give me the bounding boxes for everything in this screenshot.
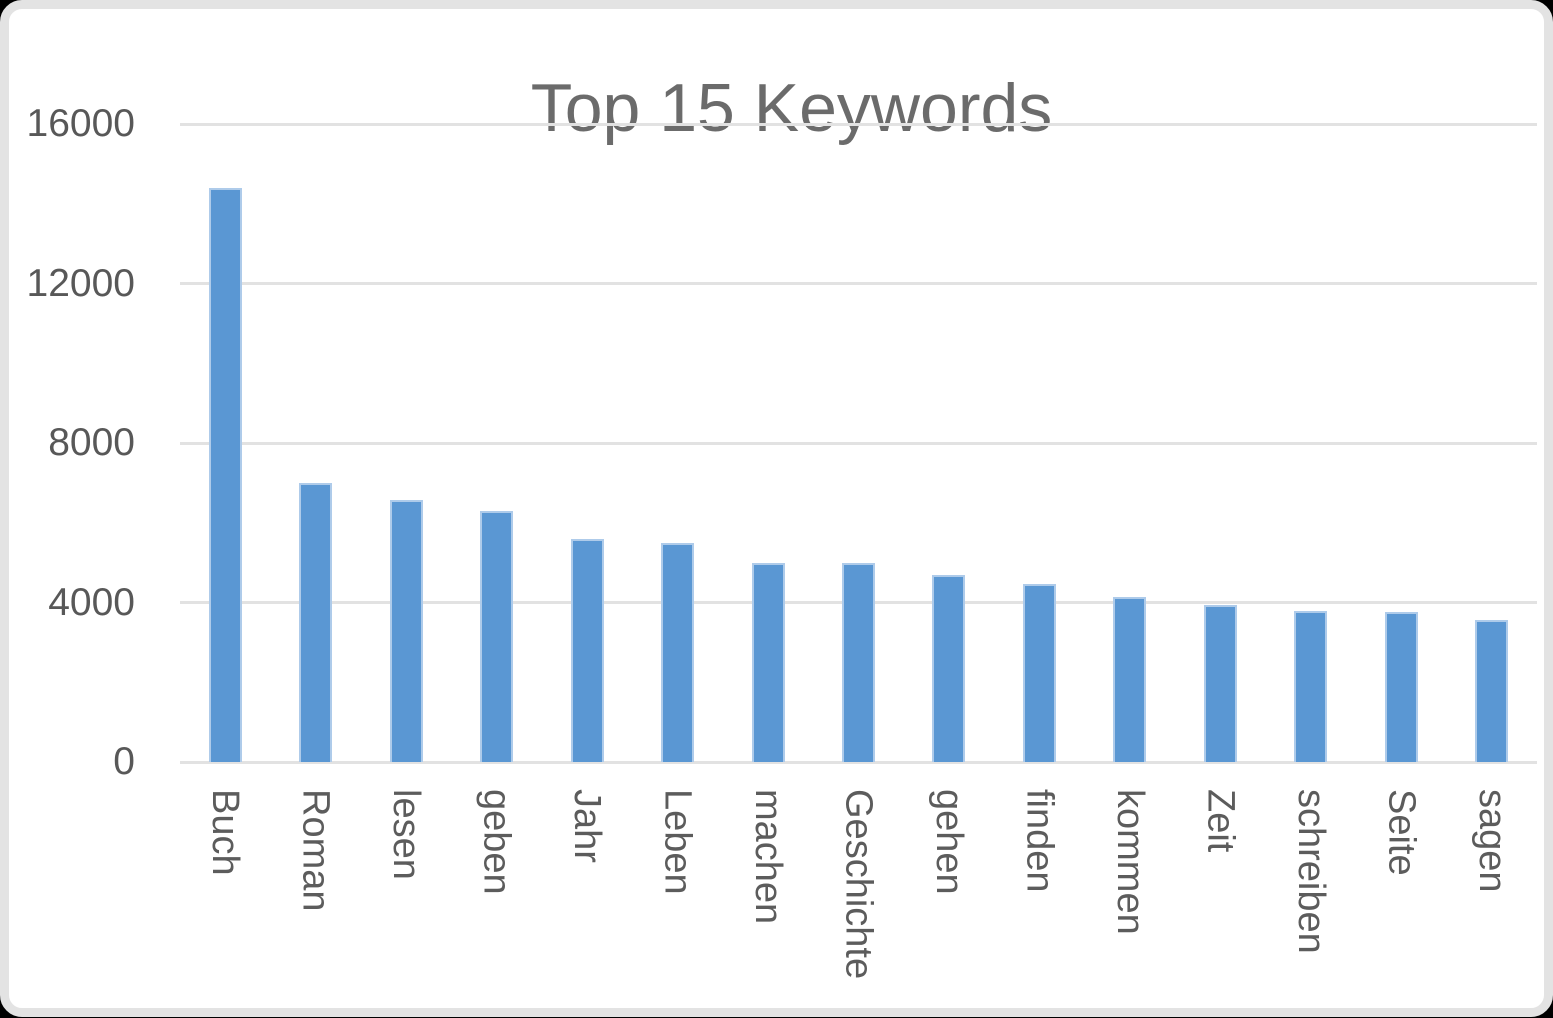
x-axis-category-label: sagen (1473, 789, 1511, 893)
x-label-slot: Seite (1356, 783, 1446, 1018)
x-label-slot: gehen (904, 783, 994, 1018)
bar-kommen (1113, 597, 1146, 762)
bar-slot (270, 124, 360, 762)
bar-gehen (932, 575, 965, 762)
bar-slot (1175, 124, 1265, 762)
bar-slot (813, 124, 903, 762)
bar-machen (752, 563, 785, 762)
bar-Zeit (1204, 605, 1237, 763)
x-axis-category-label: schreiben (1292, 789, 1330, 954)
bar-sagen (1475, 620, 1508, 762)
bar-slot (451, 124, 541, 762)
bar-slot (542, 124, 632, 762)
bar-Roman (299, 483, 332, 762)
x-label-slot: Zeit (1175, 783, 1265, 1018)
y-axis-tick-label: 16000 (27, 102, 135, 146)
bar-lesen (390, 500, 423, 762)
x-label-slot: Buch (180, 783, 270, 1018)
x-axis-category-label: kommen (1111, 789, 1149, 935)
x-label-slot: sagen (1447, 783, 1537, 1018)
x-label-slot: Jahr (542, 783, 632, 1018)
x-axis-category-label: machen (749, 789, 787, 924)
bar-slot (1356, 124, 1446, 762)
bar-finden (1023, 584, 1056, 762)
bars-container (180, 124, 1537, 762)
x-label-slot: schreiben (1266, 783, 1356, 1018)
bar-slot (1447, 124, 1537, 762)
x-label-slot: Leben (632, 783, 722, 1018)
bar-slot (361, 124, 451, 762)
x-axis-category-label: lesen (387, 789, 425, 880)
bar-slot (904, 124, 994, 762)
x-label-slot: geben (451, 783, 541, 1018)
x-axis-category-label: gehen (930, 789, 968, 895)
y-axis-tick-label: 4000 (48, 581, 135, 625)
bar-Buch (209, 188, 242, 762)
x-label-slot: machen (723, 783, 813, 1018)
x-axis-category-label: Zeit (1201, 789, 1239, 852)
x-label-slot: kommen (1085, 783, 1175, 1018)
x-axis-category-label: Geschichte (840, 789, 878, 979)
x-label-slot: finden (994, 783, 1084, 1018)
y-axis-tick-label: 0 (113, 740, 135, 784)
x-axis-category-label: Jahr (568, 789, 606, 863)
x-axis-category-label: Roman (297, 789, 335, 912)
x-label-slot: lesen (361, 783, 451, 1018)
x-axis-category-label: Leben (659, 789, 697, 895)
plot-area (180, 124, 1537, 762)
x-axis-category-label: finden (1020, 789, 1058, 893)
x-axis-labels: Buch Roman lesen geben Jahr Leben machen Geschi… (180, 783, 1537, 1018)
y-axis-tick-label: 12000 (27, 262, 135, 306)
bar-geben (480, 511, 513, 762)
bar-slot (180, 124, 270, 762)
bar-Seite (1385, 612, 1418, 762)
x-label-slot: Geschichte (813, 783, 903, 1018)
bar-Leben (661, 543, 694, 762)
x-axis-category-label: Buch (206, 789, 244, 876)
bar-Jahr (571, 539, 604, 762)
bar-slot (723, 124, 813, 762)
x-label-slot: Roman (270, 783, 360, 1018)
x-axis-category-label: Seite (1382, 789, 1420, 876)
x-axis-category-label: geben (478, 789, 516, 895)
y-axis-tick-label: 8000 (48, 421, 135, 465)
bar-schreiben (1294, 611, 1327, 762)
bar-slot (1266, 124, 1356, 762)
bar-Geschichte (842, 563, 875, 762)
bar-slot (1085, 124, 1175, 762)
bar-slot (632, 124, 722, 762)
bar-slot (994, 124, 1084, 762)
